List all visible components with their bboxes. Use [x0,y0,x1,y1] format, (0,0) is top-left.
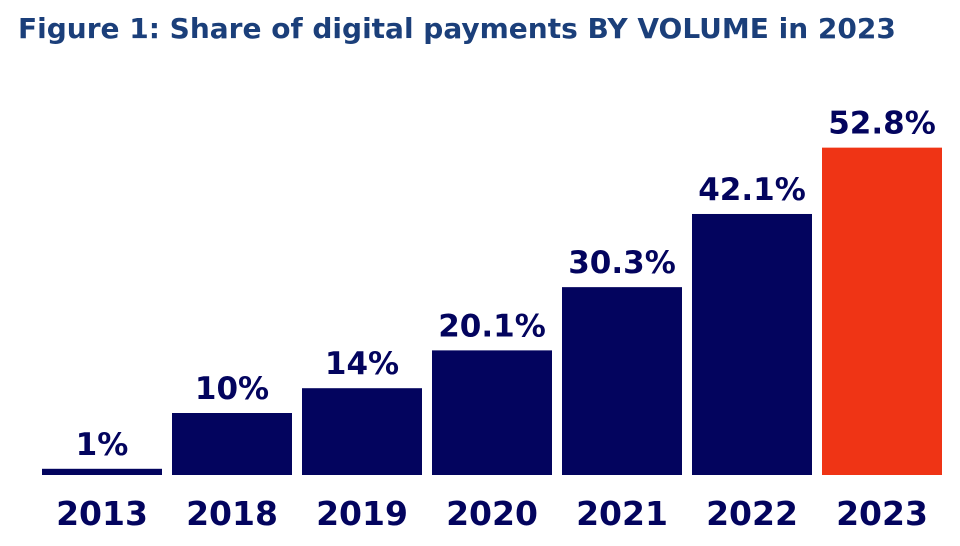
value-label-2013: 1% [76,427,129,463]
bar-2023 [822,147,942,475]
x-tick-label-2021: 2021 [576,494,668,533]
x-axis-ticks-group: 2013 2018 2019 2020 2021 2022 2023 [56,494,928,533]
x-tick-label-2018: 2018 [186,494,278,533]
chart-title: Figure 1: Share of digital payments BY V… [18,12,896,45]
bar-2020 [432,350,552,475]
bar-2019 [302,388,422,475]
bar-2022 [692,213,812,476]
value-label-2019: 14% [325,346,399,382]
x-tick-label-2013: 2013 [56,494,148,533]
value-label-2022: 42.1% [698,172,806,208]
x-tick-label-2019: 2019 [316,494,408,533]
x-tick-label-2023: 2023 [836,494,928,533]
bars-group [42,147,942,476]
value-label-2020: 20.1% [438,308,546,344]
bar-2013 [42,468,162,475]
value-labels-group: 1% 10% 14% 20.1% 30.3% 42.1% 52.8% [76,106,936,463]
bar-2018 [172,413,292,475]
bar-2021 [562,287,682,475]
value-label-2023: 52.8% [828,106,936,142]
x-tick-label-2020: 2020 [446,494,538,533]
value-label-2018: 10% [195,371,269,407]
value-label-2021: 30.3% [568,245,676,281]
x-tick-label-2022: 2022 [706,494,798,533]
